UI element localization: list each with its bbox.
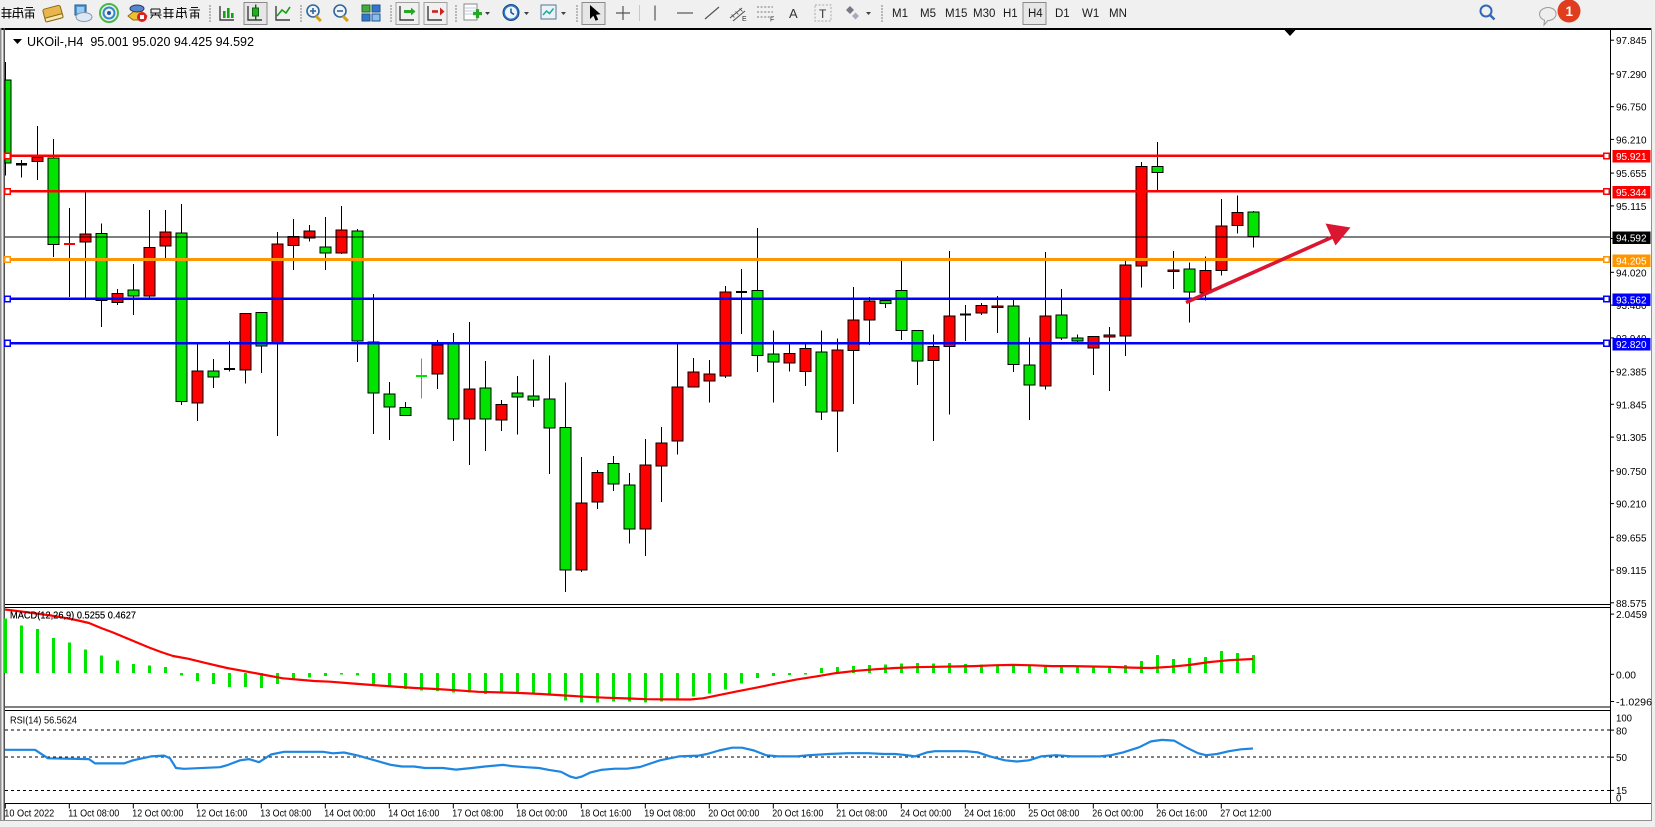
svg-text:-1.0296: -1.0296	[1616, 697, 1652, 709]
svg-text:95.115: 95.115	[1616, 201, 1647, 213]
svg-text:97.845: 97.845	[1616, 35, 1647, 47]
svg-text:90.750: 90.750	[1616, 466, 1647, 478]
svg-text:95.344: 95.344	[1616, 187, 1647, 199]
svg-text:11 Oct 08:00: 11 Oct 08:00	[68, 808, 119, 820]
svg-text:24 Oct 00:00: 24 Oct 00:00	[900, 808, 951, 820]
svg-text:M15: M15	[945, 8, 967, 20]
svg-text:95.921: 95.921	[1616, 151, 1647, 163]
svg-text:80: 80	[1616, 725, 1627, 737]
svg-text:MN: MN	[1109, 8, 1127, 20]
svg-text:89.655: 89.655	[1616, 532, 1647, 544]
svg-text:91.845: 91.845	[1616, 399, 1647, 411]
svg-text:0.00: 0.00	[1616, 669, 1636, 681]
svg-text:93.562: 93.562	[1616, 295, 1647, 307]
svg-text:97.290: 97.290	[1616, 69, 1647, 81]
svg-text:100: 100	[1616, 713, 1632, 725]
svg-text:E: E	[742, 16, 747, 23]
svg-text:14 Oct 00:00: 14 Oct 00:00	[324, 808, 375, 820]
svg-text:UKOil-,H4 95.001 95.020 94.42: UKOil-,H4 95.001 95.020 94.425 94.592	[27, 35, 254, 49]
svg-text:26 Oct 00:00: 26 Oct 00:00	[1092, 808, 1143, 820]
svg-text:2.0459: 2.0459	[1616, 609, 1647, 621]
svg-text:T: T	[819, 7, 827, 21]
svg-text:12 Oct 00:00: 12 Oct 00:00	[132, 808, 183, 820]
svg-text:12 Oct 16:00: 12 Oct 16:00	[196, 808, 247, 820]
svg-text:21 Oct 08:00: 21 Oct 08:00	[836, 808, 887, 820]
svg-text:H1: H1	[1003, 8, 1018, 20]
svg-text:H4: H4	[1028, 8, 1043, 20]
svg-text:94.592: 94.592	[1616, 233, 1647, 245]
svg-text:13 Oct 08:00: 13 Oct 08:00	[260, 808, 311, 820]
svg-text:20 Oct 16:00: 20 Oct 16:00	[772, 808, 823, 820]
svg-text:92.385: 92.385	[1616, 367, 1647, 379]
svg-text:D1: D1	[1055, 8, 1070, 20]
svg-text:M30: M30	[973, 8, 995, 20]
svg-text:90.210: 90.210	[1616, 499, 1647, 511]
svg-text:17 Oct 08:00: 17 Oct 08:00	[452, 808, 503, 820]
svg-text:0: 0	[1616, 793, 1622, 805]
svg-text:89.115: 89.115	[1616, 565, 1647, 577]
svg-text:92.820: 92.820	[1616, 339, 1647, 351]
svg-text:18 Oct 16:00: 18 Oct 16:00	[580, 808, 631, 820]
svg-text:94.205: 94.205	[1616, 255, 1647, 267]
svg-text:96.750: 96.750	[1616, 102, 1647, 114]
svg-text:94.020: 94.020	[1616, 267, 1647, 279]
svg-text:MACD(12,26,9) 0.5255 0.4627: MACD(12,26,9) 0.5255 0.4627	[10, 610, 136, 622]
svg-text:RSI(14) 56.5624: RSI(14) 56.5624	[10, 715, 77, 727]
svg-text:15: 15	[1616, 785, 1627, 797]
svg-text:10 Oct 2022: 10 Oct 2022	[4, 808, 54, 820]
svg-text:19 Oct 08:00: 19 Oct 08:00	[644, 808, 695, 820]
svg-text:F: F	[770, 17, 774, 24]
svg-text:96.210: 96.210	[1616, 134, 1647, 146]
svg-text:24 Oct 16:00: 24 Oct 16:00	[964, 808, 1015, 820]
svg-text:27 Oct 12:00: 27 Oct 12:00	[1220, 808, 1271, 820]
svg-text:MACD(12,26,9) 0.5255 0.4627: MACD(12,26,9) 0.5255 0.4627	[10, 610, 136, 622]
svg-text:18 Oct 00:00: 18 Oct 00:00	[516, 808, 567, 820]
svg-text:50: 50	[1616, 752, 1627, 764]
svg-text:26 Oct 16:00: 26 Oct 16:00	[1156, 808, 1207, 820]
svg-text:M5: M5	[920, 8, 936, 20]
svg-text:88.575: 88.575	[1616, 598, 1647, 610]
svg-text:25 Oct 08:00: 25 Oct 08:00	[1028, 808, 1079, 820]
svg-text:A: A	[789, 6, 798, 21]
svg-text:M1: M1	[892, 8, 908, 20]
svg-text:20 Oct 00:00: 20 Oct 00:00	[708, 808, 759, 820]
svg-text:W1: W1	[1082, 8, 1099, 20]
svg-text:14 Oct 16:00: 14 Oct 16:00	[388, 808, 439, 820]
svg-text:91.305: 91.305	[1616, 432, 1647, 444]
svg-text:1: 1	[1566, 4, 1574, 19]
svg-text:95.655: 95.655	[1616, 168, 1647, 180]
